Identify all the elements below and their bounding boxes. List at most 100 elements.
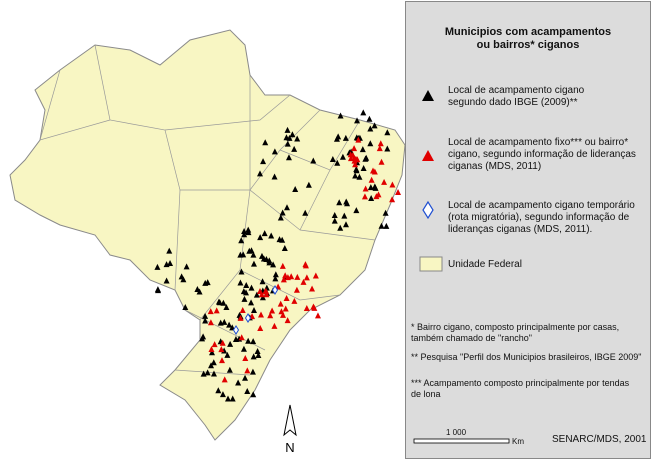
site-triangle [244,367,251,374]
site-triangle [221,376,228,383]
site-triangle [280,276,287,283]
note: ** Pesquisa "Perfil dos Municipios brasi… [411,352,642,363]
site-triangle [211,341,218,348]
site-triangle [373,193,380,200]
site-triangle [383,222,390,229]
site-triangle [238,334,245,341]
site-triangle [302,209,309,216]
site-triangle [351,145,358,152]
site-diamond [232,325,240,335]
site-triangle [246,247,253,254]
scale-unit: Km [512,437,524,446]
legend-text: Local de acampamento fixo*** ou bairro* [448,137,629,148]
note-text: também chamado de "rancho" [411,333,532,343]
site-triangle [244,387,251,394]
site-triangle [353,207,360,214]
site-triangle [217,319,224,326]
site-triangle [382,209,389,216]
site-triangle [279,262,286,269]
site-triangle [282,272,289,279]
site-triangle [271,322,278,329]
site-triangle [279,209,286,216]
legend-black-triangle [422,90,434,101]
site-triangle [284,317,291,324]
site-triangle [277,300,284,307]
site-diamond [244,313,252,323]
site-triangle [352,156,359,163]
site-triangle [202,312,209,319]
legend-text: cigano, segundo informação de lideranças [448,149,636,160]
site-triangle [237,279,244,286]
site-triangle [286,134,293,141]
site-triangle [378,222,385,229]
site-triangle [260,158,267,165]
site-triangle [182,304,189,311]
site-triangle [352,172,359,179]
site-triangle [238,268,245,275]
legend-text: lideranças ciganas (MDS, 2011). [448,224,593,235]
site-triangle [360,164,367,171]
site-triangle [291,145,298,152]
state-borders [39,44,376,376]
site-triangle [254,347,261,354]
site-triangle [241,231,248,238]
site-triangle [355,136,362,143]
site-triangle [178,273,185,280]
site-triangle [219,357,226,364]
site-triangle [272,275,279,282]
site-triangle [341,212,348,219]
site-triangle [360,109,367,116]
site-triangle [361,193,368,200]
legend-item: Unidade Federal [448,259,522,271]
site-triangle [253,291,260,298]
title-line: ou bairros* ciganos [476,39,580,51]
site-triangle [210,359,217,366]
site-triangle [284,140,291,147]
site-triangle [219,339,226,346]
site-triangle [207,308,214,315]
site-triangle [242,355,249,362]
site-triangle [208,345,215,352]
site-triangle [229,395,236,402]
site-triangle [354,117,361,124]
site-triangle [283,204,290,211]
site-triangle [294,135,301,142]
site-triangle [370,167,377,174]
site-triangle [331,211,338,218]
site-triangle [241,295,248,302]
legend-text: (rota migratória), segundo informação de [448,212,630,223]
legend-text: Local de acampamento cigano [448,85,585,96]
site-triangle [221,318,228,325]
site-triangle [284,126,291,133]
site-triangle [271,173,278,180]
site-triangle [163,277,170,284]
site-triangle [289,131,296,138]
site-triangle [251,306,258,313]
site-triangle [362,185,369,192]
north-arrow: N [283,404,297,455]
site-triangle [240,345,247,352]
site-triangle [384,145,391,152]
site-triangle [166,247,173,254]
site-triangle [257,170,264,177]
site-triangle [257,324,264,331]
site-triangle [337,224,344,231]
legend-symbols [419,90,443,272]
site-triangle [336,199,343,206]
site-triangle [250,260,257,267]
site-triangle [272,271,279,278]
legend-text: ciganas (MDS, 2011) [448,161,542,172]
site-triangle [207,319,214,326]
legend-text: segundo dado IBGE (2009)** [448,97,578,108]
site-triangle [199,335,206,342]
site-triangle [167,259,174,266]
site-triangle [270,261,277,268]
site-triangle [359,146,366,153]
site-triangle [239,307,246,314]
note-text: ** Pesquisa "Perfil dos Municipios brasi… [411,352,642,362]
site-triangle [232,336,239,343]
site-triangle [154,263,161,270]
legend-item: Local de acampamento cigano segundo dado … [448,85,584,109]
site-triangle [349,151,356,158]
site-triangle [250,391,257,398]
